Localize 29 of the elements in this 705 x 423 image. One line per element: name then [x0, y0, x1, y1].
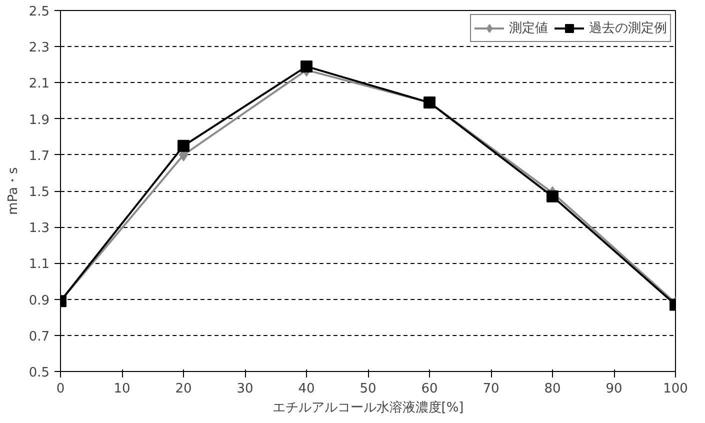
y-tick-label: 1.9: [28, 112, 50, 128]
y-axis-title: mPa・s: [6, 166, 21, 215]
x-tick-label: 60: [421, 382, 438, 396]
x-tick-label: 90: [606, 382, 622, 396]
point: [300, 60, 312, 72]
y-tick-label: 0.7: [28, 329, 50, 344]
x-tick-label: 40: [298, 382, 315, 396]
y-tick-label: 0.9: [28, 293, 50, 308]
x-tick-label: 80: [544, 382, 561, 396]
y-tick-label: 2.1: [28, 76, 50, 92]
x-tick-label: 50: [360, 382, 376, 396]
legend-label: 測定値: [509, 20, 548, 37]
x-tick-label: 0: [56, 382, 65, 396]
point: [546, 190, 558, 202]
point: [178, 140, 190, 152]
y-tick-label: 1.1: [28, 257, 50, 272]
legend-label: 過去の測定例: [589, 20, 667, 37]
y-tick-label: 2.5: [28, 4, 50, 20]
y-tick-label: 1.5: [28, 185, 50, 200]
y-tick-label: 2.3: [28, 40, 50, 56]
y-tick-label: 0.5: [28, 366, 50, 380]
x-tick-label: 10: [114, 382, 130, 396]
y-tick-label: 1.7: [28, 148, 50, 164]
x-tick-label: 30: [236, 382, 254, 396]
x-tick-label: 100: [663, 382, 688, 396]
x-tick-label: 70: [482, 382, 500, 396]
x-tick-label: 20: [175, 382, 192, 396]
y-tick-label: 1.3: [28, 221, 50, 236]
x-axis-title: エチルアルコール水溶液濃度[%]: [272, 400, 464, 416]
